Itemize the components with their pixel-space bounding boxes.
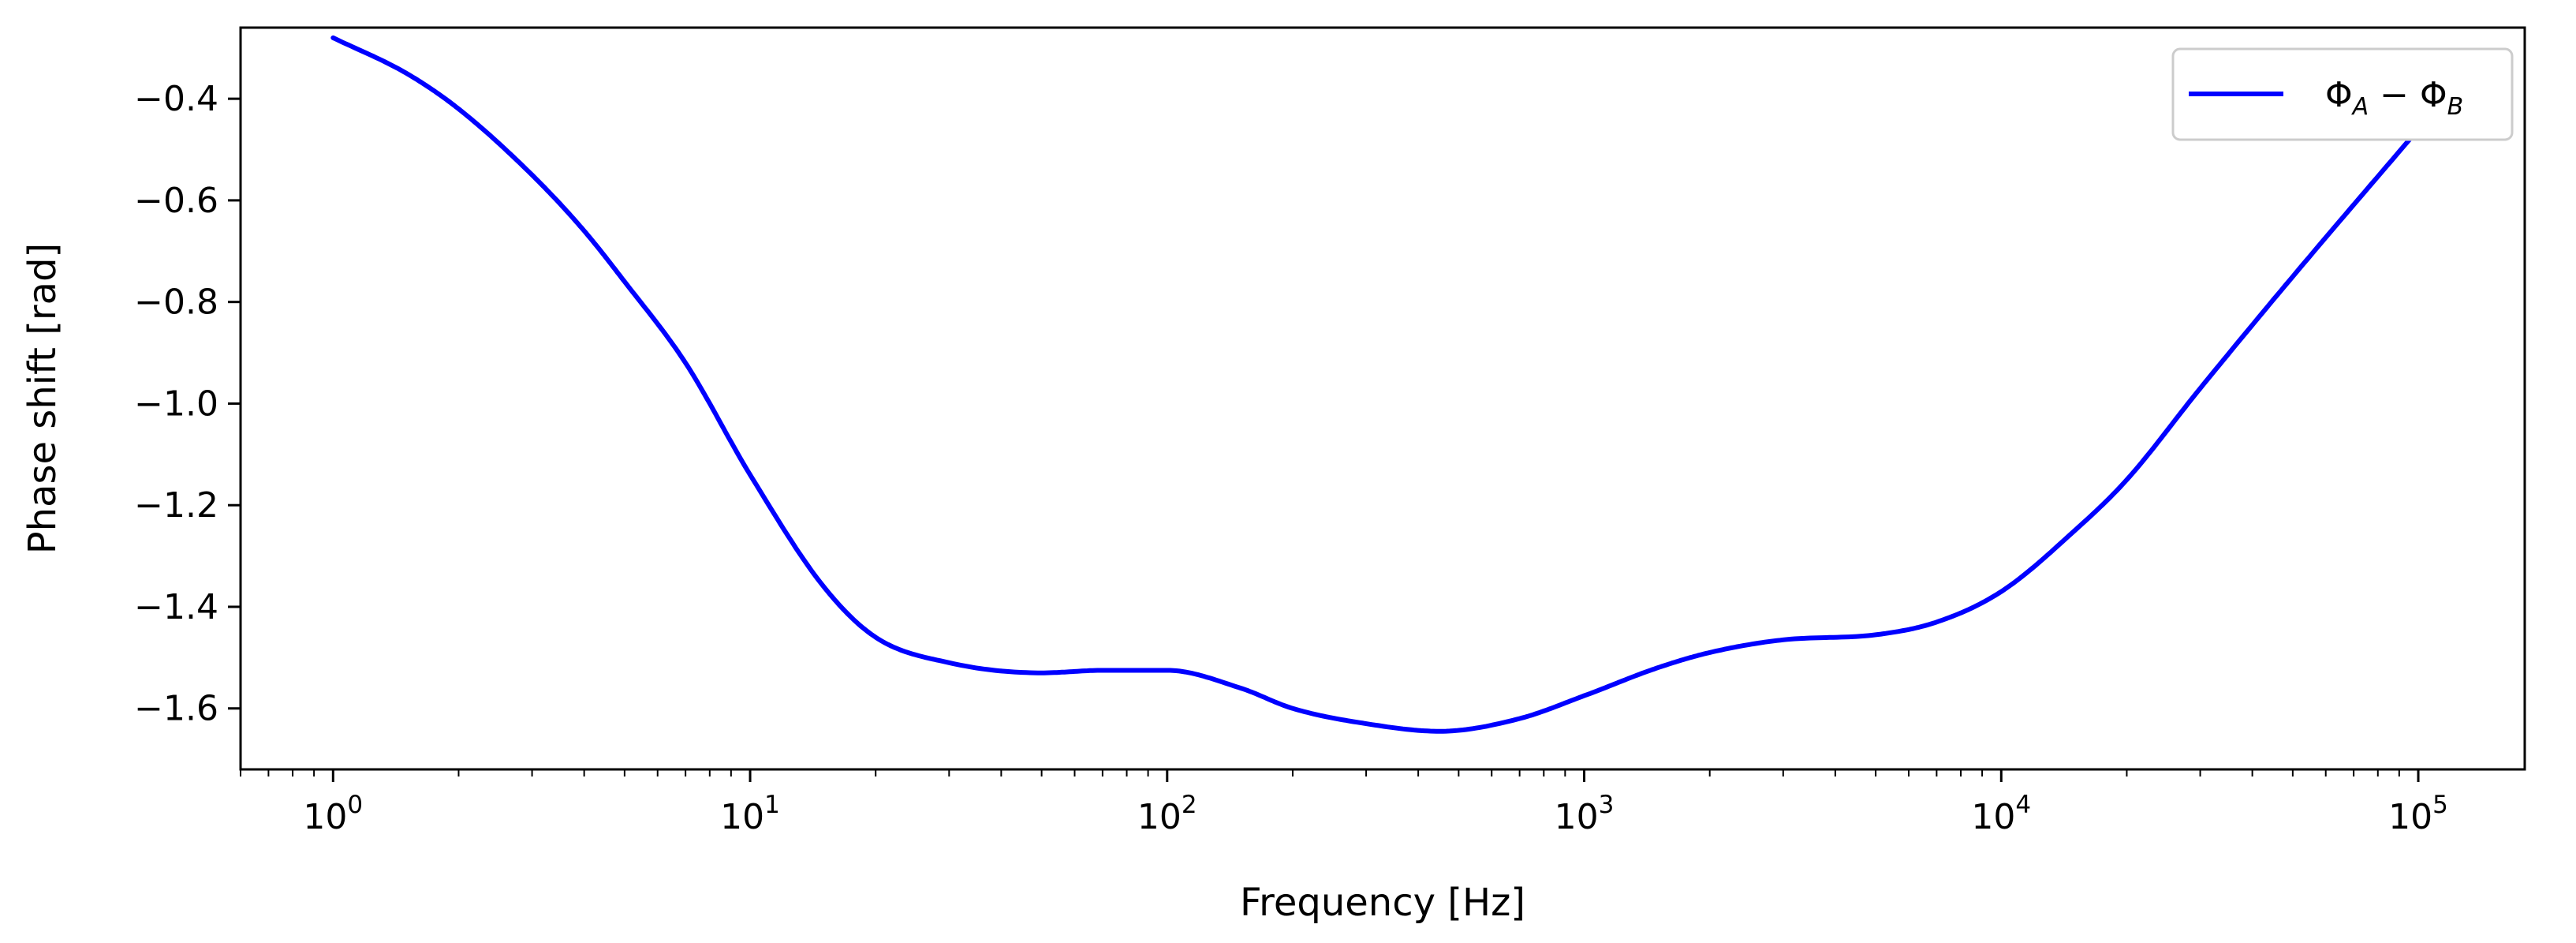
plot-frame: [239, 26, 2526, 771]
y-tick-labels: −0.4 −0.6 −0.8 −1.0 −1.2 −1.4 −1.6: [134, 79, 218, 729]
y-tick-label: −0.6: [134, 181, 218, 221]
y-tick-label: −0.4: [134, 79, 218, 119]
y-ticks: [228, 97, 241, 710]
y-tick-label: −1.6: [134, 689, 218, 729]
y-tick-label: −1.2: [134, 485, 218, 526]
y-axis-label: Phase shift [rad]: [21, 243, 65, 555]
x-tick-labels: 100 101 102 103 104 105: [303, 791, 2447, 837]
legend: ΦA − ΦB: [2171, 47, 2514, 141]
legend-box: [2171, 47, 2514, 141]
legend-label: ΦA − ΦB: [2325, 75, 2463, 121]
x-axis-label: Frequency [Hz]: [1240, 881, 1525, 925]
x-tick-label: 105: [2388, 791, 2448, 837]
y-tick-label: −0.8: [134, 283, 218, 323]
y-tick-label: −1.0: [134, 384, 218, 424]
x-tick-label: 101: [720, 791, 780, 837]
x-tick-label: 104: [1971, 791, 2031, 837]
x-tick-label: 100: [303, 791, 363, 837]
series-line-phase-difference: [330, 35, 2421, 734]
y-tick-label: −1.4: [134, 587, 218, 627]
x-major-ticks: [331, 769, 2420, 782]
x-tick-label: 103: [1555, 791, 1615, 837]
x-tick-label: 102: [1137, 791, 1197, 837]
